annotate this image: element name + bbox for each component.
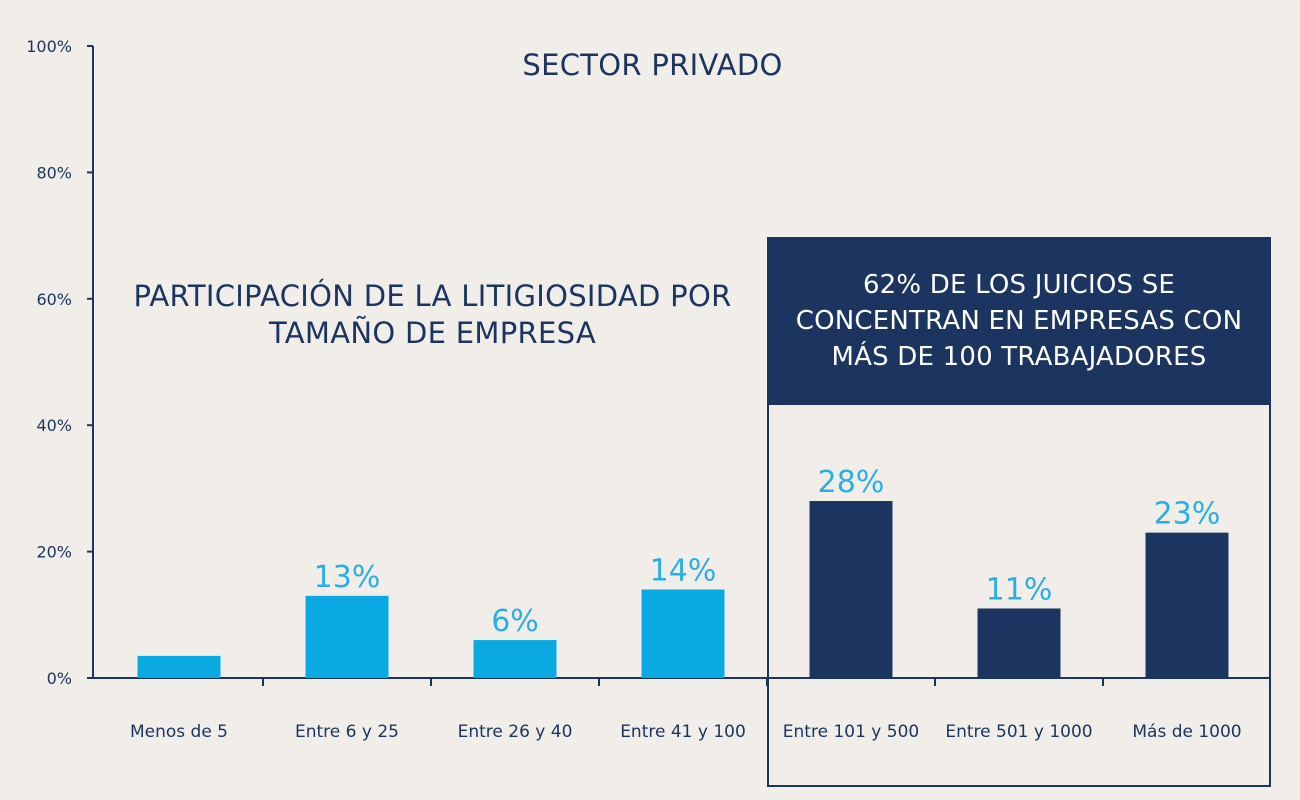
bar (641, 589, 725, 678)
highlight-callout: 62% DE LOS JUICIOS SE CONCENTRAN EN EMPR… (767, 237, 1271, 405)
bar (137, 655, 221, 678)
y-tick-label: 80% (36, 163, 72, 182)
bar-value-label: 28% (818, 465, 885, 500)
bar (1145, 532, 1229, 678)
x-tick-label: Más de 1000 (1132, 722, 1241, 742)
bars (137, 501, 1229, 678)
y-tick-label: 20% (36, 543, 72, 562)
bar (305, 595, 389, 678)
x-tick-label: Menos de 5 (130, 722, 228, 742)
data-labels: 13% 6% 14% 28% 11% 23% (314, 465, 1221, 639)
bar (473, 640, 557, 678)
chart-subtitle: PARTICIPACIÓN DE LA LITIGIOSIDAD POR TAM… (133, 279, 732, 350)
x-tick-label: Entre 41 y 100 (620, 722, 746, 742)
y-tick-label: 100% (26, 37, 72, 56)
bar-value-label: 11% (986, 572, 1053, 607)
y-tick-label: 40% (36, 416, 72, 435)
bar-value-label: 14% (650, 554, 717, 589)
y-tick-label: 60% (36, 290, 72, 309)
x-tick-label: Entre 26 y 40 (458, 722, 573, 742)
bar-value-label: 13% (314, 560, 381, 595)
x-tick-label: Entre 101 y 500 (783, 722, 919, 742)
chart-title: SECTOR PRIVADO (522, 48, 783, 82)
x-tick-label: Entre 501 y 1000 (945, 722, 1092, 742)
bar-value-label: 23% (1154, 497, 1221, 532)
bar (977, 608, 1061, 678)
x-tick-label: Entre 6 y 25 (295, 722, 399, 742)
axes: 0% 20% 40% 60% 80% 100% Menos de 5 Entre 6 y 25… (26, 37, 1270, 742)
bar (809, 501, 893, 678)
bar-value-label: 6% (491, 604, 539, 639)
y-tick-label: 0% (47, 669, 72, 688)
